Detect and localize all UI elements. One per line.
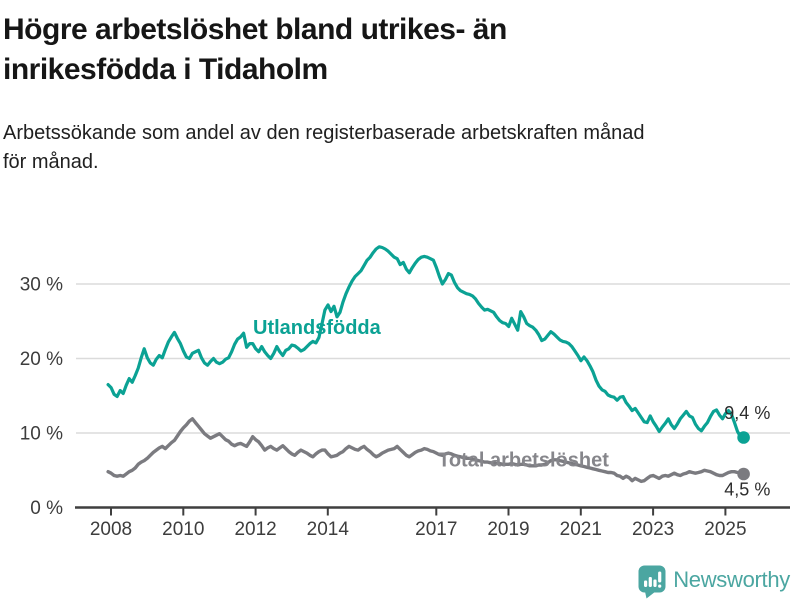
svg-text:2019: 2019 — [487, 519, 529, 540]
svg-text:2010: 2010 — [162, 519, 204, 540]
svg-text:10 %: 10 % — [20, 424, 63, 445]
svg-text:30 %: 30 % — [20, 275, 63, 296]
line-chart-canvas: Utlandsfödda 9,4 % Total arbetslöshet 4,5 %… — [20, 245, 790, 540]
chart-subtitle: Arbetssökande som andel av den registerb… — [3, 122, 645, 173]
line-chart: Utlandsfödda 9,4 % Total arbetslöshet 4,5 %… — [0, 225, 800, 555]
svg-text:2012: 2012 — [234, 519, 276, 540]
chart-title: Högre arbetslöshet bland utrikes- än inr… — [3, 13, 507, 86]
brand-name: Newsworthy — [673, 567, 790, 592]
brand-footer: Newsworthy — [638, 565, 790, 599]
svg-text:2025: 2025 — [704, 519, 746, 540]
svg-text:2014: 2014 — [307, 519, 350, 540]
svg-text:0 %: 0 % — [30, 498, 63, 519]
svg-text:Total arbetslöshet: Total arbetslöshet — [438, 450, 609, 472]
svg-text:4,5 %: 4,5 % — [724, 480, 770, 500]
svg-text:Utlandsfödda: Utlandsfödda — [253, 317, 382, 339]
svg-text:9,4 %: 9,4 % — [724, 403, 770, 423]
svg-text:2017: 2017 — [415, 519, 457, 540]
svg-text:2008: 2008 — [90, 519, 132, 540]
svg-text:2021: 2021 — [560, 519, 602, 540]
svg-text:20 %: 20 % — [20, 349, 63, 370]
newsworthy-logo-icon — [638, 565, 666, 604]
svg-text:2023: 2023 — [632, 519, 674, 540]
